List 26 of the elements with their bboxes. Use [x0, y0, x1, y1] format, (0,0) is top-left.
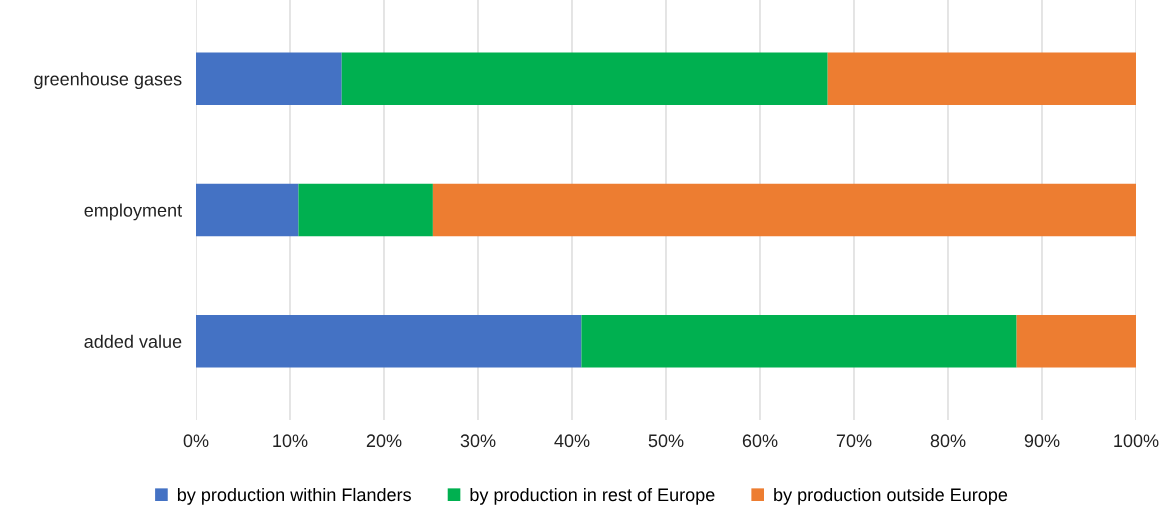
x-tick-label: 30% [460, 434, 496, 448]
bar [196, 183, 299, 237]
bar [1016, 315, 1136, 368]
y-tick-label: greenhouse gases [34, 72, 182, 90]
x-tick-label: 0% [183, 434, 209, 448]
legend-label: by production outside Europe [774, 487, 1008, 505]
legend-label: by production within Flanders [177, 487, 411, 505]
x-tick-label: 20% [366, 434, 402, 448]
y-tick-label: added value [84, 334, 182, 348]
x-tick-label: 60% [742, 434, 778, 448]
y-tick-label: employment [84, 203, 182, 221]
x-tick-label: 10% [273, 434, 308, 448]
bar [196, 52, 342, 105]
x-tick-label: 50% [648, 434, 684, 448]
x-tick-label: 40% [554, 434, 590, 448]
x-tick-label: 80% [930, 434, 966, 448]
bar [196, 315, 582, 368]
bar [581, 315, 1017, 368]
x-tick-label: 100% [1114, 434, 1159, 448]
bar [341, 52, 828, 105]
bar [827, 52, 1136, 105]
x-tick-label: 90% [1024, 434, 1060, 448]
bar [298, 183, 433, 237]
legend-label: by production in rest of Europe [470, 487, 715, 505]
bar [432, 183, 1136, 237]
x-tick-label: 70% [836, 434, 872, 448]
